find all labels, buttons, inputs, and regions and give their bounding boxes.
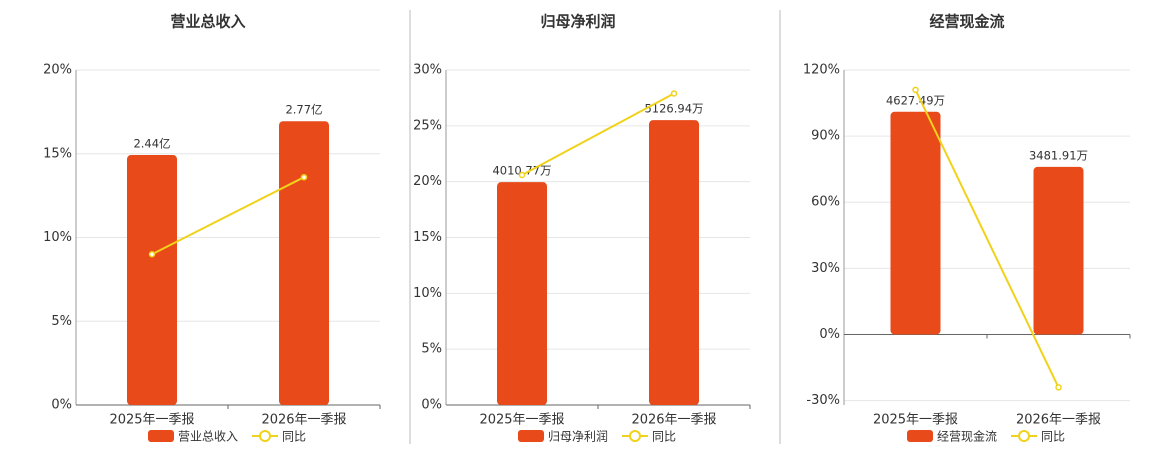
bar [497, 182, 547, 405]
bar [649, 120, 699, 406]
y-tick-label: 10% [43, 230, 72, 245]
value-label: 5126.94万 [644, 102, 703, 116]
legend-marker [259, 430, 272, 442]
point [518, 171, 526, 179]
y-tick-label: 60% [811, 195, 840, 210]
point [148, 251, 156, 258]
y-tick-label: 30% [811, 261, 840, 276]
chart-title: 经营现金流 [929, 13, 1004, 31]
x-tick-label: 2026年一季报 [261, 413, 346, 428]
y-tick-label: 15% [413, 230, 442, 245]
value-label: 2.44亿 [133, 137, 170, 151]
x-tick-label: 2026年一季报 [1016, 413, 1101, 428]
legend-label: 同比 [652, 430, 676, 444]
legend-label: 营业总收入 [178, 430, 238, 444]
x-tick-label: 2025年一季报 [873, 413, 958, 428]
chart-title: 归母净利润 [540, 13, 615, 31]
y-tick-label: -30% [806, 393, 840, 408]
legend-label: 归母净利润 [548, 430, 608, 444]
point [912, 86, 919, 94]
x-tick-label: 2025年一季报 [109, 413, 194, 428]
bar [127, 155, 177, 405]
y-tick-label: 90% [811, 129, 840, 144]
legend-swatch [148, 430, 174, 442]
y-tick-label: 10% [413, 286, 442, 301]
legend-label: 同比 [1041, 430, 1065, 444]
x-tick-label: 2026年一季报 [631, 413, 716, 428]
point [1055, 384, 1062, 391]
x-tick-label: 2025年一季报 [479, 413, 564, 428]
point [670, 90, 678, 97]
y-tick-label: 20% [43, 63, 72, 78]
y-tick-label: 30% [413, 63, 442, 78]
legend-swatch [518, 430, 544, 442]
bar [1033, 166, 1084, 335]
legend-label: 经营现金流 [937, 429, 997, 444]
line [151, 176, 305, 256]
value-label: 2.77亿 [285, 103, 322, 117]
value-label: 4627.49万 [886, 93, 945, 107]
line [914, 89, 1060, 388]
y-tick-label: 25% [413, 118, 442, 133]
y-tick-label: 5% [421, 342, 442, 357]
y-tick-label: 5% [51, 314, 72, 329]
value-label: 3481.91万 [1029, 148, 1088, 162]
y-tick-label: 0% [421, 398, 442, 413]
line [521, 92, 675, 176]
point [300, 173, 308, 181]
y-tick-label: 120% [803, 63, 840, 78]
y-tick-label: 15% [43, 146, 72, 161]
legend-marker [629, 430, 642, 442]
y-tick-label: 20% [413, 174, 442, 189]
bar [279, 121, 329, 406]
chart-title: 营业总收入 [170, 13, 245, 31]
y-tick-label: 0% [819, 327, 840, 342]
legend-label: 同比 [282, 430, 306, 444]
bar [890, 111, 941, 335]
y-tick-label: 0% [51, 398, 72, 413]
legend-swatch [907, 430, 933, 442]
legend-marker [1018, 430, 1031, 442]
